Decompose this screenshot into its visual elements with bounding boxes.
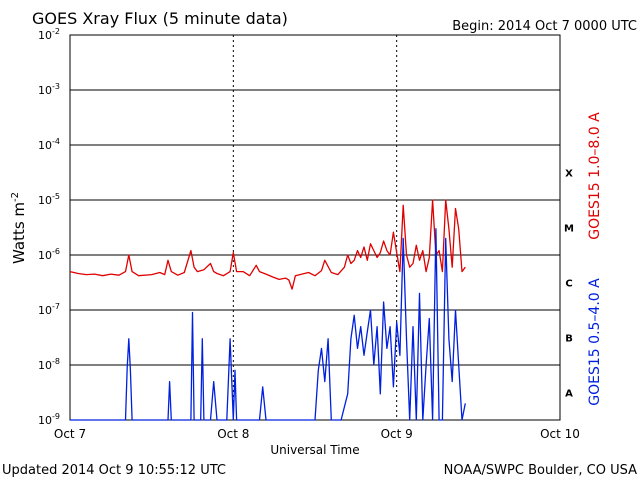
y-tick-base: 10 <box>38 414 52 427</box>
legend-short-channel: GOES15 0.5–4.0 A <box>587 278 603 406</box>
series-line-1 <box>70 228 466 421</box>
y-tick-exponent: -7 <box>52 302 60 311</box>
begin-label: Begin: 2014 Oct 7 0000 UTC <box>452 19 637 34</box>
flare-class-labels: X M C B A <box>564 169 574 400</box>
updated-timestamp: Updated 2014 Oct 9 10:55:12 UTC <box>2 463 226 478</box>
credit-text: NOAA/SWPC Boulder, CO USA <box>444 463 637 478</box>
y-tick-label: 10-6 <box>38 247 60 262</box>
flare-class-X: X <box>565 169 573 180</box>
y-tick-exponent: -9 <box>52 412 60 421</box>
y-tick-label: 10-2 <box>38 27 60 42</box>
y-tick-base: 10 <box>38 29 52 42</box>
vertical-gridlines <box>232 35 398 420</box>
plot-area <box>69 34 561 421</box>
series-layer <box>69 199 466 421</box>
flare-class-C: C <box>565 279 572 290</box>
chart-title: GOES Xray Flux (5 minute data) <box>32 9 288 28</box>
y-tick-exponent: -2 <box>52 27 60 36</box>
flare-class-B: B <box>565 334 573 345</box>
y-tick-exponent: -5 <box>52 192 60 201</box>
x-tick-label: Oct 8 <box>217 427 249 441</box>
y-tick-exponent: -6 <box>52 247 60 256</box>
y-tick-exponent: -8 <box>52 357 60 366</box>
y-tick-base: 10 <box>38 194 52 207</box>
flare-class-A: A <box>565 389 573 400</box>
x-tick-label: Oct 10 <box>540 427 580 441</box>
series-line-0 <box>69 199 466 290</box>
y-axis-label-exponent: -2 <box>10 192 21 202</box>
y-tick-label: 10-5 <box>38 192 60 207</box>
y-tick-label: 10-4 <box>38 137 60 152</box>
y-tick-labels: 10-210-310-410-510-610-710-810-9 <box>38 27 60 427</box>
flare-class-M: M <box>564 224 574 235</box>
y-tick-exponent: -3 <box>52 82 60 91</box>
y-tick-base: 10 <box>38 359 52 372</box>
x-tick-labels: Oct 7 Oct 8 Oct 9 Oct 10 <box>54 427 580 441</box>
y-axis-label: Watts m-2 <box>10 192 28 264</box>
horizontal-gridlines <box>70 34 560 421</box>
x-axis-label: Universal Time <box>270 443 359 457</box>
x-tick-label: Oct 9 <box>381 427 413 441</box>
y-tick-base: 10 <box>38 139 52 152</box>
legend-long-channel: GOES15 1.0–8.0 A <box>587 112 603 240</box>
x-tick-label: Oct 7 <box>54 427 86 441</box>
y-tick-label: 10-3 <box>38 82 60 97</box>
y-tick-base: 10 <box>38 84 52 97</box>
y-tick-label: 10-9 <box>38 412 60 427</box>
y-axis-label-text: Watts m <box>10 202 28 264</box>
y-tick-label: 10-8 <box>38 357 60 372</box>
y-tick-exponent: -4 <box>52 137 60 146</box>
plot-frame <box>69 34 561 421</box>
y-tick-base: 10 <box>38 249 52 262</box>
y-tick-label: 10-7 <box>38 302 60 317</box>
y-tick-base: 10 <box>38 304 52 317</box>
